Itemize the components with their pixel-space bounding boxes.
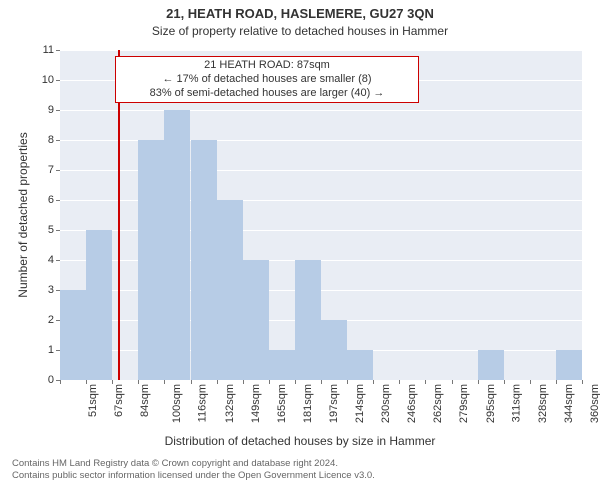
x-tick-label: 84sqm bbox=[139, 384, 151, 417]
y-axis-label: Number of detached properties bbox=[16, 115, 30, 315]
x-tick-mark bbox=[269, 380, 270, 384]
footer: Contains HM Land Registry data © Crown c… bbox=[12, 458, 588, 482]
x-tick-mark bbox=[582, 380, 583, 384]
footer-line2: Contains public sector information licen… bbox=[12, 470, 588, 482]
histogram-bar bbox=[269, 350, 295, 380]
y-tick-label: 2 bbox=[48, 314, 54, 326]
page-subtitle: Size of property relative to detached ho… bbox=[0, 24, 600, 38]
x-tick-mark bbox=[425, 380, 426, 384]
annotation-line3: 83% of semi-detached houses are larger (… bbox=[122, 87, 412, 101]
x-tick-label: 100sqm bbox=[171, 384, 183, 423]
histogram-bar bbox=[86, 230, 112, 380]
x-tick-label: 116sqm bbox=[197, 384, 209, 422]
x-tick-mark bbox=[295, 380, 296, 384]
y-tick-mark bbox=[56, 260, 60, 261]
x-tick-mark bbox=[164, 380, 165, 384]
histogram-bar bbox=[478, 350, 504, 380]
x-tick-mark bbox=[112, 380, 113, 384]
y-tick-mark bbox=[56, 80, 60, 81]
y-tick-label: 7 bbox=[48, 164, 54, 176]
x-tick-mark bbox=[556, 380, 557, 384]
grid-line bbox=[60, 50, 582, 51]
grid-line bbox=[60, 110, 582, 111]
histogram-bar bbox=[556, 350, 582, 380]
x-tick-label: 360sqm bbox=[589, 384, 600, 423]
y-tick-mark bbox=[56, 230, 60, 231]
x-tick-mark bbox=[478, 380, 479, 384]
x-tick-mark bbox=[373, 380, 374, 384]
x-tick-label: 67sqm bbox=[113, 384, 125, 417]
x-tick-label: 246sqm bbox=[406, 384, 418, 423]
y-tick-mark bbox=[56, 110, 60, 111]
x-tick-label: 279sqm bbox=[459, 384, 471, 423]
y-tick-label: 6 bbox=[48, 194, 54, 206]
annotation-line2: ← 17% of detached houses are smaller (8) bbox=[122, 73, 412, 87]
histogram-bar bbox=[243, 260, 269, 380]
x-tick-label: 295sqm bbox=[485, 384, 497, 423]
x-tick-mark bbox=[504, 380, 505, 384]
x-tick-label: 51sqm bbox=[87, 384, 99, 417]
x-tick-label: 165sqm bbox=[276, 384, 288, 423]
x-tick-mark bbox=[452, 380, 453, 384]
marker-annotation: 21 HEATH ROAD: 87sqm ← 17% of detached h… bbox=[115, 56, 419, 103]
x-tick-label: 230sqm bbox=[380, 384, 392, 423]
y-tick-mark bbox=[56, 140, 60, 141]
y-tick-label: 11 bbox=[43, 44, 54, 56]
x-tick-label: 197sqm bbox=[328, 384, 340, 423]
histogram-bar bbox=[138, 140, 164, 380]
y-tick-label: 3 bbox=[48, 284, 54, 296]
y-tick-label: 1 bbox=[48, 344, 54, 356]
y-tick-label: 5 bbox=[48, 224, 54, 236]
histogram-bar bbox=[295, 260, 321, 380]
x-tick-label: 328sqm bbox=[537, 384, 549, 423]
histogram-bar bbox=[217, 200, 243, 380]
x-tick-label: 262sqm bbox=[432, 384, 444, 423]
chart-container: 21, HEATH ROAD, HASLEMERE, GU27 3QN Size… bbox=[0, 0, 600, 500]
x-tick-label: 344sqm bbox=[563, 384, 575, 423]
footer-line1: Contains HM Land Registry data © Crown c… bbox=[12, 458, 588, 470]
x-tick-mark bbox=[217, 380, 218, 384]
x-tick-label: 311sqm bbox=[510, 384, 522, 422]
histogram-bar bbox=[60, 290, 86, 380]
y-tick-mark bbox=[56, 200, 60, 201]
x-axis-label: Distribution of detached houses by size … bbox=[0, 434, 600, 448]
y-tick-label: 9 bbox=[48, 104, 54, 116]
x-tick-label: 214sqm bbox=[354, 384, 366, 423]
y-tick-label: 8 bbox=[48, 134, 54, 146]
x-tick-mark bbox=[321, 380, 322, 384]
x-tick-label: 149sqm bbox=[250, 384, 262, 423]
page-title: 21, HEATH ROAD, HASLEMERE, GU27 3QN bbox=[0, 6, 600, 21]
x-tick-mark bbox=[399, 380, 400, 384]
y-tick-label: 0 bbox=[48, 374, 54, 386]
y-tick-label: 4 bbox=[48, 254, 54, 266]
x-tick-mark bbox=[530, 380, 531, 384]
histogram-bar bbox=[164, 110, 190, 380]
x-tick-label: 132sqm bbox=[224, 384, 236, 423]
x-tick-mark bbox=[86, 380, 87, 384]
x-tick-mark bbox=[243, 380, 244, 384]
x-tick-mark bbox=[191, 380, 192, 384]
x-tick-mark bbox=[138, 380, 139, 384]
histogram-bar bbox=[347, 350, 373, 380]
histogram-bar bbox=[191, 140, 217, 380]
y-tick-mark bbox=[56, 170, 60, 171]
histogram-bar bbox=[321, 320, 347, 380]
x-tick-mark bbox=[60, 380, 61, 384]
x-tick-mark bbox=[347, 380, 348, 384]
y-tick-label: 10 bbox=[42, 74, 54, 86]
annotation-title: 21 HEATH ROAD: 87sqm bbox=[122, 59, 412, 73]
y-tick-mark bbox=[56, 50, 60, 51]
x-tick-label: 181sqm bbox=[302, 384, 314, 423]
